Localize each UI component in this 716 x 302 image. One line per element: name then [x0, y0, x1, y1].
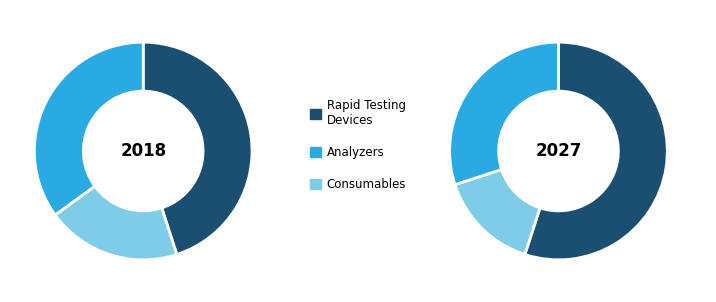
Wedge shape: [34, 42, 143, 215]
Legend: Rapid Testing
Devices, Analyzers, Consumables: Rapid Testing Devices, Analyzers, Consum…: [310, 99, 406, 191]
Wedge shape: [450, 42, 558, 185]
Wedge shape: [455, 169, 540, 255]
Wedge shape: [143, 42, 252, 255]
Text: 2027: 2027: [536, 142, 581, 160]
Wedge shape: [55, 186, 177, 260]
Text: 2018: 2018: [120, 142, 166, 160]
Wedge shape: [525, 42, 667, 260]
